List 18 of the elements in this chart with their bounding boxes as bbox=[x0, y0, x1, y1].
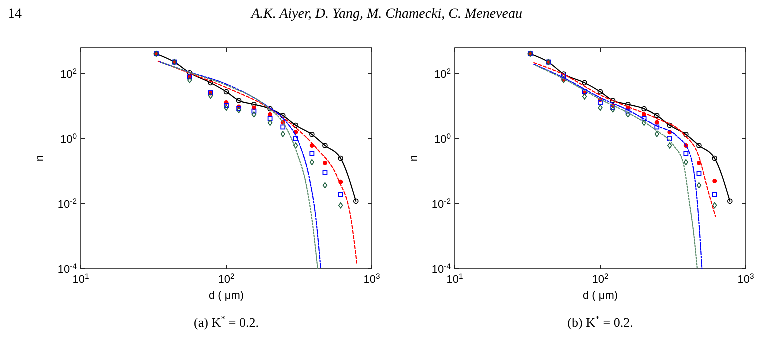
y-axis-title: n bbox=[408, 155, 420, 162]
y-tick-label: 10$^{2}$ bbox=[60, 66, 77, 81]
text: (a) K$^{*}$ = 0.2. bbox=[194, 314, 259, 330]
y-tick-label: 10$^{0}$ bbox=[434, 131, 451, 146]
y-tick-label: 10$^{-2}$ bbox=[58, 196, 77, 211]
text: A.K. Aiyer, D. Yang, M. Chamecki, C. Meneveau bbox=[250, 7, 523, 22]
x-tick-label: 10$^{2}$ bbox=[218, 272, 235, 286]
text: 14 bbox=[8, 7, 22, 22]
x-axis-title: d ( μm) bbox=[582, 290, 618, 302]
x-tick-label: 10$^{3}$ bbox=[738, 272, 754, 286]
x-axis-title: d ( μm) bbox=[208, 290, 244, 302]
y-tick-label: 10$^{-2}$ bbox=[432, 196, 451, 211]
y-tick-label: 10$^{0}$ bbox=[60, 131, 77, 146]
y-axis-title: n bbox=[34, 155, 46, 162]
text: (b) K$^{*}$ = 0.2. bbox=[568, 314, 634, 330]
y-tick-label: 10$^{2}$ bbox=[434, 66, 451, 81]
x-tick-label: 10$^{3}$ bbox=[364, 272, 380, 286]
x-tick-label: 10$^{2}$ bbox=[592, 272, 609, 286]
